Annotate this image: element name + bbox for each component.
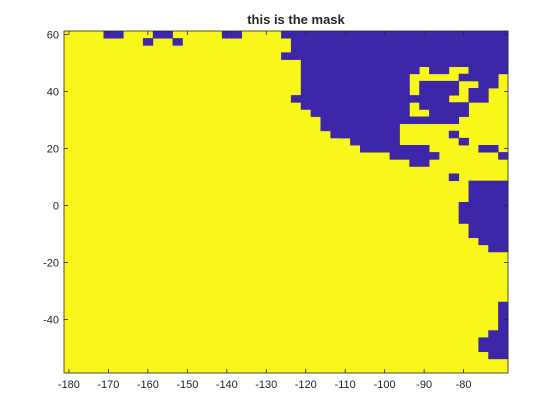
land-cell [468,230,509,239]
x-tick-label: -80 [456,379,472,391]
land-cell [290,95,410,103]
land-cell [221,31,242,39]
land-cell [478,337,509,345]
land-cell [458,202,509,210]
land-cell [281,52,292,60]
y-tick-label: 40 [47,87,59,99]
land-cell [458,137,469,146]
land-cell [300,59,509,68]
land-cell [468,194,509,203]
land-cell [419,102,469,110]
y-tick-label: 0 [53,201,59,213]
chart-title: this is the mask [247,12,345,27]
y-tick-label: 60 [47,30,59,42]
land-cell [468,180,509,189]
x-tick-label: -170 [97,379,119,391]
land-cell [498,152,509,160]
land-cell [478,344,509,353]
x-tick-label: -160 [137,379,159,391]
land-cell [290,45,509,53]
land-cell [281,31,509,39]
land-cell [330,130,400,139]
land-cell [488,330,509,338]
land-cell [478,80,499,89]
land-cell [468,95,489,103]
land-cell [300,73,410,82]
land-cell [498,323,509,331]
land-cell [498,316,509,324]
land-cell [409,159,430,167]
land-cell [468,187,509,196]
land-cell [320,116,410,125]
land-cell [458,73,499,82]
land-cell [429,66,450,75]
land-cell [448,173,460,182]
x-tick-label: -150 [176,379,198,391]
land-cell [340,130,361,139]
y-tick-label: -20 [43,258,59,270]
land-cell [360,137,400,146]
land-cell [300,66,420,75]
land-cell [409,95,450,103]
y-tick-label: -40 [43,315,59,327]
mask-cells [103,31,509,360]
y-tick-label: 20 [47,144,59,156]
land-cell [478,145,499,153]
x-tick-label: -90 [416,379,432,391]
land-cell [468,88,489,96]
x-tick-label: -140 [216,379,238,391]
land-cell [468,223,509,231]
land-cell [290,52,509,60]
land-cell [498,308,509,317]
land-cell [488,351,509,360]
land-cell [172,38,183,46]
x-tick-label: -120 [295,379,317,391]
land-cell [458,209,509,217]
land-cell [409,116,460,125]
land-cell [468,66,509,75]
land-cell [300,88,410,96]
land-cell [429,109,469,117]
land-cell [448,130,460,139]
axes-box [63,30,509,374]
land-cell [152,31,173,39]
x-tick-label: -110 [335,379,356,391]
land-cell [389,152,440,160]
land-cell [419,88,460,96]
land-cell [488,244,509,253]
axes-frame [63,30,509,374]
land-cell [310,109,410,117]
land-cell [320,123,331,132]
land-cell [419,80,460,89]
x-tick-label: -180 [58,379,80,391]
land-cell [350,137,361,146]
land-cell [330,123,400,132]
land-cell [300,80,410,89]
land-cell [290,38,509,46]
x-axis: -180 -170 -160 -150 -140 -130 -120 -110 -100 -90 -… [58,31,472,391]
y-axis: -40 -20 0 20 40 60 [43,30,508,327]
x-tick-label: -130 [255,379,277,391]
land-cell [458,216,509,224]
land-cell [498,301,509,310]
land-cell [300,102,410,110]
land-cell [478,237,509,246]
land-cell [103,31,124,39]
x-tick-label: -100 [374,379,396,391]
land-cell [142,38,154,46]
land-cell [360,145,430,153]
